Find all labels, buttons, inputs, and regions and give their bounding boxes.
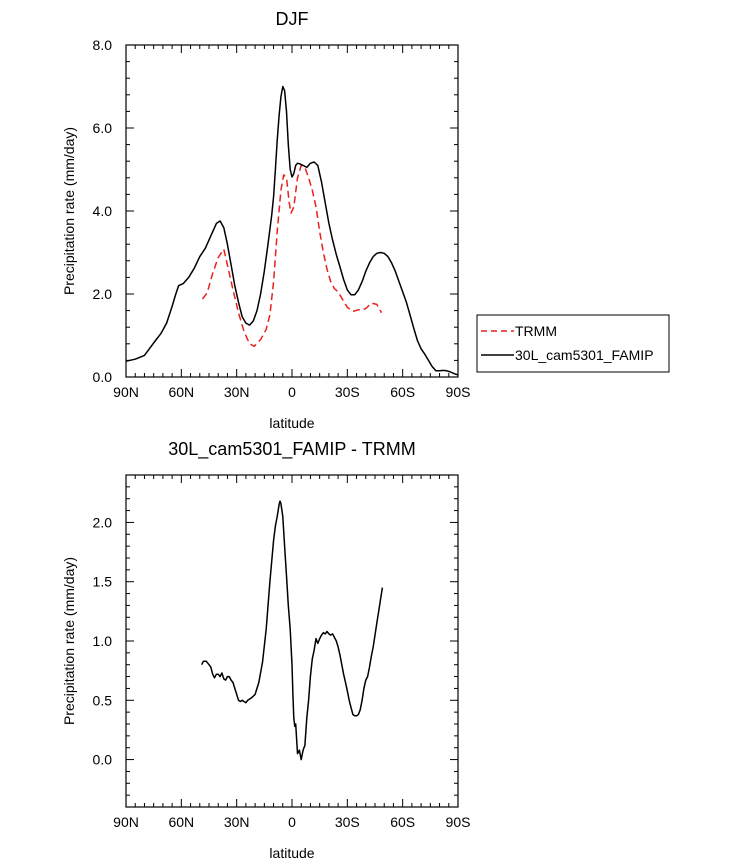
panel-difference: 30L_cam5301_FAMIP - TRMM 90N 60N 30N 0 30S 60… (61, 439, 470, 861)
x-tick-label: 0 (288, 814, 296, 830)
series-line-30l-cam5301-famip (125, 85, 459, 376)
y-tick-label: 2.0 (93, 286, 113, 302)
x-tick-label: 30N (224, 384, 250, 400)
y-tick-label: 2.0 (93, 514, 113, 530)
y-tick-label: 0.0 (93, 369, 113, 385)
x-tick-label: 90N (113, 384, 139, 400)
y-tick-label: 1.5 (93, 574, 113, 590)
axis-ticks: 90N 60N 30N 0 30S 60S 90S 0.0 0.5 1.0 1.5 2.0 (93, 474, 471, 830)
legend-box (476, 314, 670, 373)
x-axis-label: latitude (269, 415, 314, 431)
y-axis-label: Precipitation rate (mm/day) (61, 557, 77, 725)
chart-title: DJF (276, 9, 309, 29)
chart-title: 30L_cam5301_FAMIP - TRMM (168, 439, 415, 460)
x-tick-label: 60N (168, 814, 194, 830)
y-tick-label: 1.0 (93, 633, 113, 649)
x-tick-label: 60S (390, 384, 415, 400)
y-axis-label: Precipitation rate (mm/day) (61, 127, 77, 295)
legend-label-trmm: TRMM (515, 323, 557, 339)
series-group (200, 500, 384, 761)
axis-ticks: 90N 60N 30N 0 30S 60S 90S 0.0 2.0 4.0 6.0 8.0 (93, 37, 471, 400)
legend: TRMM 30L_cam5301_FAMIP (476, 314, 670, 373)
series-line-30l-cam5301-famip-trmm (200, 500, 384, 761)
legend-label-model: 30L_cam5301_FAMIP (515, 347, 654, 363)
y-tick-label: 4.0 (93, 203, 113, 219)
x-axis-label: latitude (269, 845, 314, 861)
x-tick-label: 30S (335, 384, 360, 400)
y-tick-label: 8.0 (93, 37, 113, 53)
x-tick-label: 0 (288, 384, 296, 400)
panel-djf: DJF 90N 60N 30N 0 30S 60S 90S 0.0 2.0 4.0 6.0 8.0 l… (61, 9, 670, 431)
x-tick-label: 60N (168, 384, 194, 400)
x-tick-label: 30S (335, 814, 360, 830)
plot-frame (125, 474, 459, 808)
x-tick-label: 60S (390, 814, 415, 830)
series-group (125, 85, 459, 376)
y-tick-label: 0.5 (93, 692, 113, 708)
x-tick-label: 90N (113, 814, 139, 830)
y-tick-label: 0.0 (93, 752, 113, 768)
series-line-trmm (201, 164, 383, 348)
x-tick-label: 90S (446, 384, 471, 400)
x-tick-label: 90S (446, 814, 471, 830)
y-tick-label: 6.0 (93, 120, 113, 136)
x-tick-label: 30N (224, 814, 250, 830)
